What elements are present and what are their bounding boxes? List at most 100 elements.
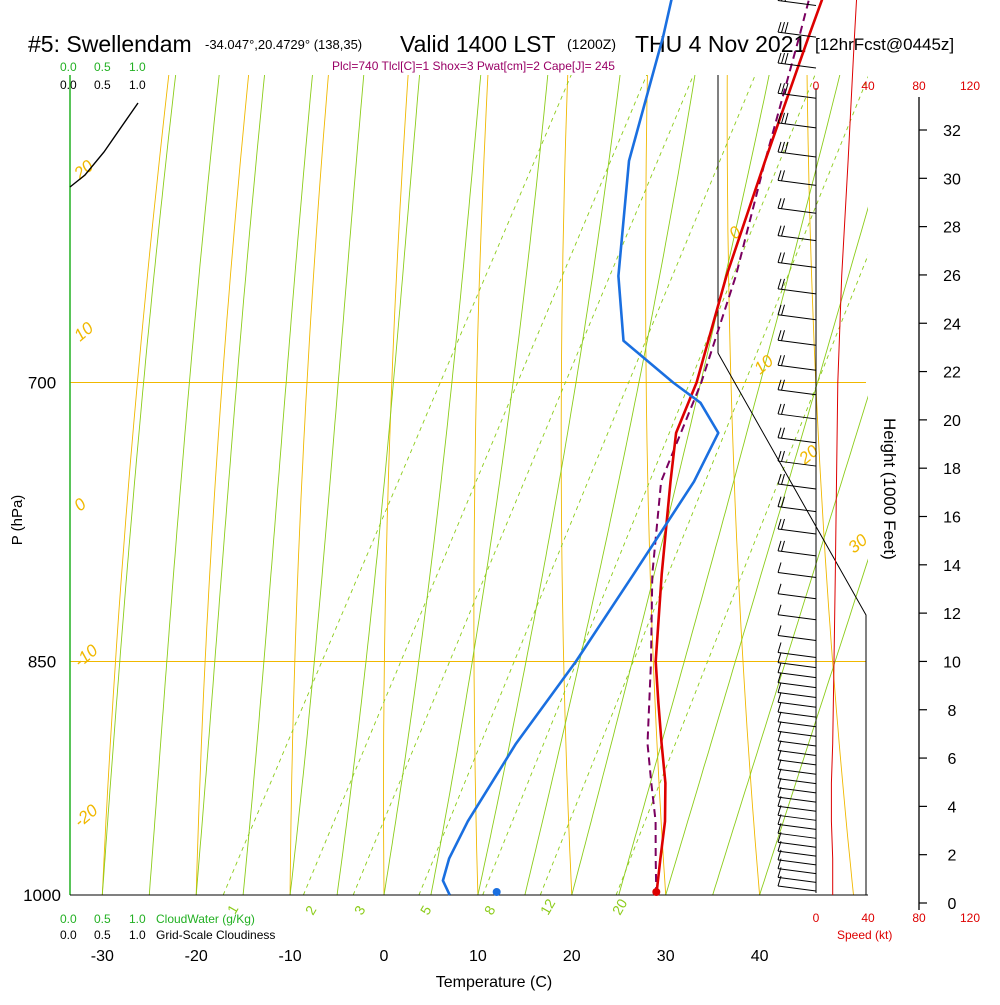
dry-adiabat-label: 30 bbox=[844, 530, 871, 557]
wind-barb-feather bbox=[777, 170, 782, 181]
dry-adiabat-label: 10 bbox=[70, 318, 97, 345]
bottom-green-tick-3: 1.0 bbox=[129, 912, 146, 926]
wind-barb bbox=[777, 314, 817, 321]
wind-barb-feather bbox=[784, 21, 789, 34]
wind-barb bbox=[777, 841, 817, 848]
bottom-cloud-scale: 0.0 0.5 1.0 CloudWater (g/Kg) 0.0 0.5 1.… bbox=[60, 912, 275, 942]
wind-barb-feather bbox=[781, 52, 785, 64]
wind-barb bbox=[777, 749, 817, 756]
wind-barb-feather bbox=[781, 355, 785, 366]
mixing-ratio-line bbox=[352, 75, 694, 895]
wind-barb-feather bbox=[784, 112, 789, 124]
mixing-ratio-line bbox=[539, 75, 868, 895]
wind-barb-feather bbox=[777, 759, 782, 770]
top-green-tick-1: 0.0 bbox=[60, 60, 77, 74]
dewpoint-trace bbox=[441, 0, 720, 896]
wind-barb-feather bbox=[777, 672, 782, 683]
pressure-tick-700: 700 bbox=[28, 373, 56, 392]
wind-barb bbox=[777, 122, 817, 129]
wind-barb-feather bbox=[777, 330, 782, 341]
surface-temperature-dot bbox=[652, 888, 661, 896]
wind-barb-feather bbox=[781, 225, 785, 237]
temperature-axis-label: Temperature (C) bbox=[436, 974, 552, 991]
speed-bottom-tick-80: 80 bbox=[912, 911, 926, 925]
sounding-traces bbox=[441, 0, 824, 896]
wind-barb bbox=[777, 288, 817, 295]
cloudiness-label: Grid-Scale Cloudiness bbox=[156, 928, 275, 942]
speed-bottom-tick-120: 120 bbox=[960, 911, 980, 925]
wind-barb bbox=[777, 859, 817, 866]
wind-barb-feather bbox=[781, 141, 785, 153]
wind-barb bbox=[777, 730, 817, 737]
temp-tick-0: 0 bbox=[380, 948, 389, 965]
wind-barb-feather bbox=[777, 749, 782, 761]
wind-barb bbox=[777, 850, 817, 857]
wind-barb bbox=[777, 885, 817, 892]
moist-adiabat bbox=[148, 75, 220, 895]
wind-barb-feather bbox=[777, 662, 782, 673]
wind-barb bbox=[777, 614, 817, 621]
adiabat-grid bbox=[101, 0, 1000, 895]
dry-adiabat bbox=[957, 0, 1000, 895]
wind-barb-feather bbox=[777, 198, 782, 209]
wind-barb-feather bbox=[777, 427, 782, 438]
wind-barb-feather bbox=[781, 403, 785, 415]
wind-barb bbox=[777, 528, 817, 535]
speed-bottom-tick-40: 40 bbox=[861, 911, 875, 925]
dry-adiabat bbox=[645, 75, 667, 895]
height-tick-10: 10 bbox=[943, 654, 961, 671]
moist-adiabat bbox=[524, 75, 696, 895]
wind-barb bbox=[777, 701, 817, 708]
wind-barb-feather bbox=[781, 473, 785, 485]
wind-barb-feather bbox=[781, 304, 785, 316]
height-tick-26: 26 bbox=[943, 268, 961, 285]
height-tick-4: 4 bbox=[948, 799, 957, 816]
temp-tick--20: -20 bbox=[185, 948, 208, 965]
speed-top-tick-40: 40 bbox=[861, 79, 875, 93]
wind-barb bbox=[777, 814, 817, 821]
valid-time: Valid 1400 LST bbox=[400, 31, 556, 57]
wind-barb bbox=[777, 460, 817, 467]
height-tick-18: 18 bbox=[943, 461, 961, 478]
wind-barb bbox=[777, 876, 817, 883]
wind-barb bbox=[777, 832, 817, 839]
wind-barb-feather bbox=[781, 540, 785, 552]
wind-barb-feather bbox=[777, 786, 782, 798]
temp-tick-30: 30 bbox=[657, 948, 675, 965]
wind-barb-feather bbox=[781, 252, 785, 264]
wind-barb-feather bbox=[781, 170, 785, 181]
temp-tick--30: -30 bbox=[91, 948, 114, 965]
wind-barb-feather bbox=[777, 403, 782, 415]
wind-barb bbox=[777, 550, 817, 557]
wind-barb-feather bbox=[777, 112, 782, 124]
moist-adiabat bbox=[430, 75, 549, 895]
wind-barb bbox=[777, 740, 817, 747]
dry-adiabat bbox=[195, 75, 250, 895]
wind-barb bbox=[777, 151, 817, 158]
wind-barb bbox=[777, 389, 817, 396]
wind-barb-feather bbox=[777, 711, 782, 722]
wind-barb-feather bbox=[784, 83, 789, 95]
mixing-ratio-label: 20 bbox=[609, 896, 631, 918]
wind-barb-feather bbox=[781, 83, 785, 94]
wind-barb bbox=[777, 823, 817, 830]
wind-barb bbox=[777, 572, 817, 579]
dry-adiabat-label: -20 bbox=[70, 800, 101, 831]
mixing-ratio-line bbox=[615, 253, 868, 895]
wind-barb bbox=[777, 711, 817, 718]
wind-speed-profile bbox=[830, 0, 858, 895]
height-tick-0: 0 bbox=[948, 896, 957, 913]
wind-barb-feather bbox=[777, 278, 782, 290]
wind-barb bbox=[777, 868, 817, 875]
wind-barb bbox=[777, 672, 817, 679]
wind-barb-feather bbox=[781, 21, 785, 33]
temp-tick--10: -10 bbox=[279, 948, 302, 965]
moist-adiabat bbox=[759, 558, 868, 895]
wind-barb-feather bbox=[777, 141, 782, 153]
top-green-tick-3: 1.0 bbox=[129, 60, 146, 74]
wind-barb-feather bbox=[781, 112, 785, 124]
